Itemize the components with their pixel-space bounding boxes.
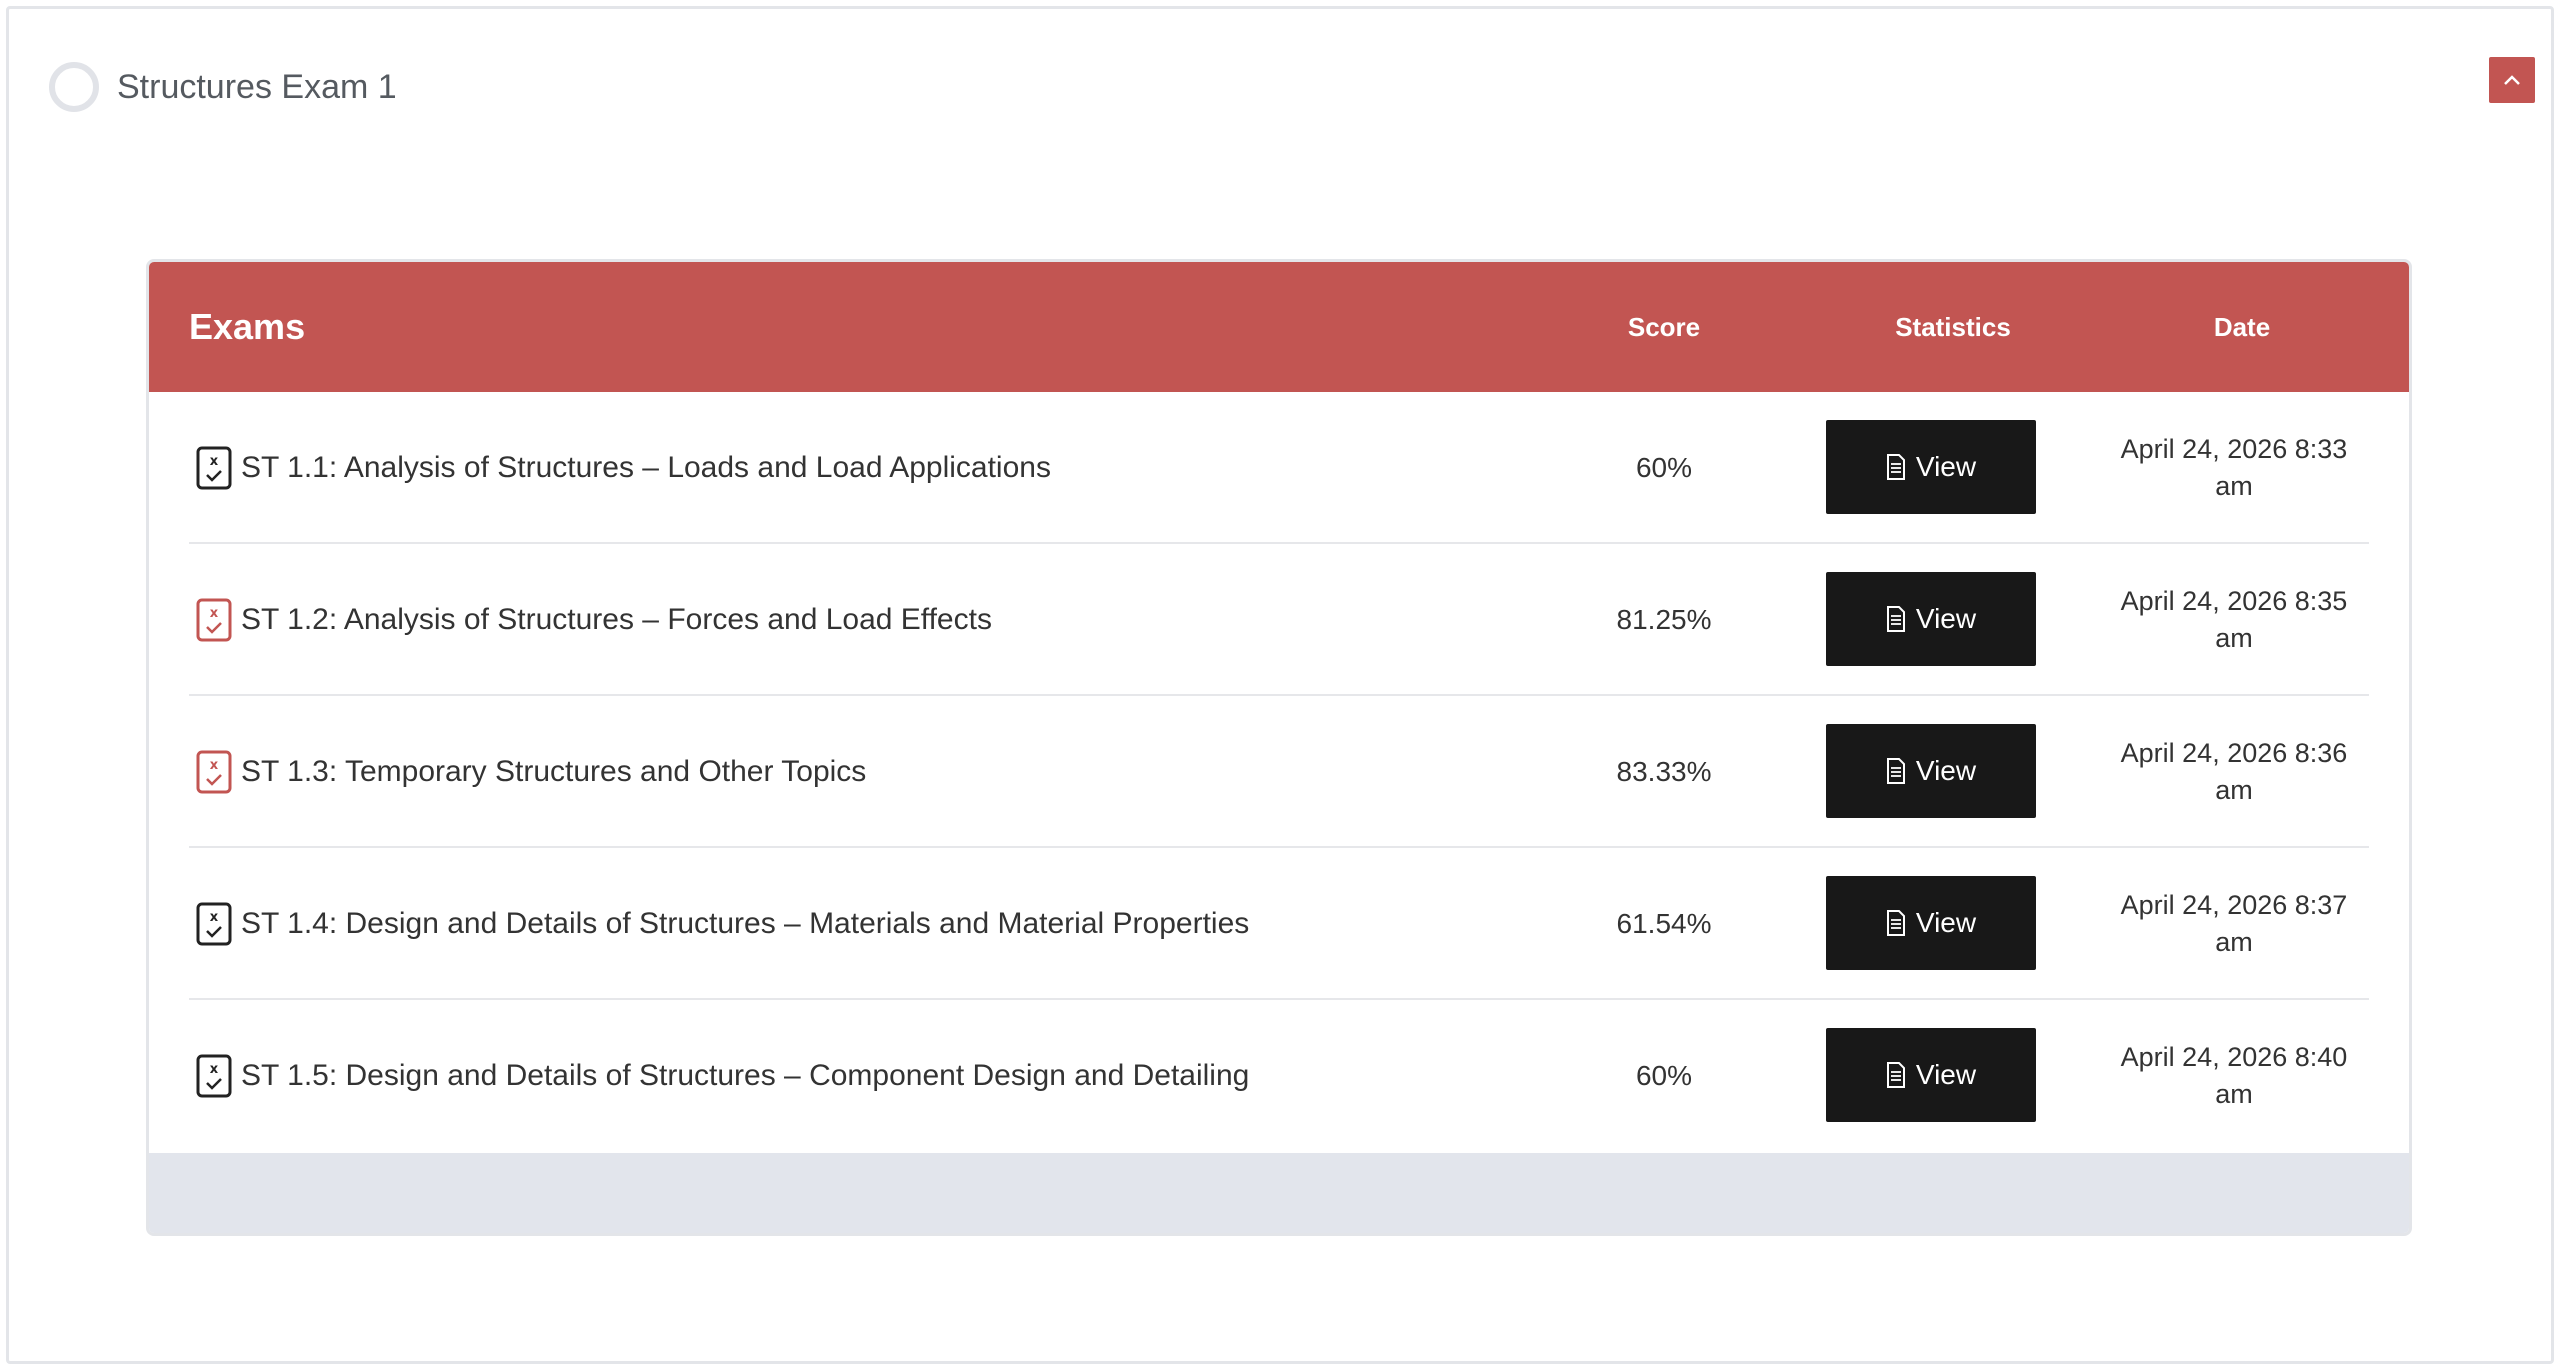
view-statistics-button[interactable]: View: [1826, 1028, 2036, 1122]
exam-score: 81.25%: [1616, 604, 1712, 635]
exam-date: April 24, 2026 8:37 am: [2120, 890, 2348, 957]
section-header: Structures Exam 1: [49, 57, 397, 117]
exam-result-icon: x: [196, 902, 232, 946]
exam-date: April 24, 2026 8:33 am: [2120, 434, 2348, 501]
chevron-up-icon: [2504, 75, 2520, 85]
exam-score: 83.33%: [1616, 756, 1712, 787]
document-icon: [1886, 1062, 1905, 1088]
progress-circle-icon: [49, 62, 99, 112]
svg-text:x: x: [210, 910, 219, 925]
exam-cell: x ST 1.4: Design and Details of Structur…: [195, 848, 1249, 1000]
table-footer: [149, 1153, 2409, 1233]
exams-table: Exams Score Statistics Date x ST 1.1: An…: [146, 259, 2412, 1236]
view-statistics-button[interactable]: View: [1826, 876, 2036, 970]
header-exams: Exams: [189, 306, 306, 347]
exam-result-icon: x: [196, 1054, 232, 1098]
exam-name-link[interactable]: ST 1.4: Design and Details of Structures…: [241, 907, 1250, 940]
svg-text:x: x: [210, 606, 219, 621]
exam-date: April 24, 2026 8:36 am: [2120, 738, 2348, 805]
table-row: x ST 1.1: Analysis of Structures – Loads…: [189, 392, 2369, 544]
table-header: Exams Score Statistics Date: [149, 262, 2409, 392]
collapse-button[interactable]: [2489, 57, 2535, 103]
section-title: Structures Exam 1: [117, 67, 397, 106]
svg-text:x: x: [210, 1062, 219, 1077]
view-button-label: View: [1915, 603, 1977, 634]
exam-score: 61.54%: [1616, 908, 1712, 939]
document-icon: [1886, 454, 1905, 480]
view-button-label: View: [1915, 907, 1977, 938]
header-score: Score: [1627, 311, 1701, 342]
table-row: x ST 1.5: Design and Details of Structur…: [189, 1000, 2369, 1152]
view-button-label: View: [1915, 755, 1977, 786]
exam-result-icon: x: [196, 446, 232, 490]
document-icon: [1886, 606, 1905, 632]
view-statistics-button[interactable]: View: [1826, 724, 2036, 818]
table-row: x ST 1.2: Analysis of Structures – Force…: [189, 544, 2369, 696]
view-statistics-button[interactable]: View: [1826, 572, 2036, 666]
exam-name-link[interactable]: ST 1.2: Analysis of Structures – Forces …: [241, 603, 992, 636]
document-icon: [1886, 910, 1905, 936]
exam-date: April 24, 2026 8:35 am: [2120, 586, 2348, 653]
view-button-label: View: [1915, 451, 1977, 482]
svg-text:x: x: [210, 758, 219, 773]
header-date: Date: [2213, 311, 2271, 342]
view-button-label: View: [1915, 1059, 1977, 1090]
exam-result-icon: x: [196, 598, 232, 642]
exam-name-link[interactable]: ST 1.3: Temporary Structures and Other T…: [241, 755, 867, 788]
exam-name-link[interactable]: ST 1.5: Design and Details of Structures…: [241, 1059, 1250, 1092]
header-statistics: Statistics: [1895, 311, 2011, 342]
table-row: x ST 1.4: Design and Details of Structur…: [189, 848, 2369, 1000]
exam-date: April 24, 2026 8:40 am: [2120, 1042, 2348, 1109]
exam-cell: x ST 1.1: Analysis of Structures – Loads…: [195, 392, 1051, 544]
exam-result-icon: x: [196, 750, 232, 794]
svg-text:x: x: [210, 454, 219, 469]
exam-score: 60%: [1635, 452, 1693, 483]
exam-cell: x ST 1.3: Temporary Structures and Other…: [195, 696, 866, 848]
table-row: x ST 1.3: Temporary Structures and Other…: [189, 696, 2369, 848]
table-body: x ST 1.1: Analysis of Structures – Loads…: [149, 392, 2409, 1152]
view-statistics-button[interactable]: View: [1826, 420, 2036, 514]
exam-cell: x ST 1.2: Analysis of Structures – Force…: [195, 544, 992, 696]
exam-cell: x ST 1.5: Design and Details of Structur…: [195, 1000, 1249, 1152]
exam-name-link[interactable]: ST 1.1: Analysis of Structures – Loads a…: [241, 451, 1051, 484]
exam-score: 60%: [1635, 1060, 1693, 1091]
document-icon: [1886, 758, 1905, 784]
